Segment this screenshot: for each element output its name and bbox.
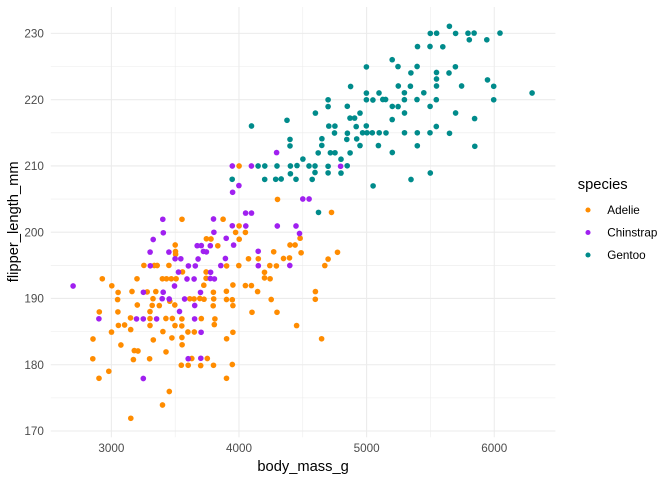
svg-text:230: 230	[24, 28, 44, 41]
svg-text:200: 200	[24, 226, 44, 239]
svg-text:4000: 4000	[226, 442, 253, 455]
svg-text:170: 170	[24, 425, 44, 438]
svg-text:6000: 6000	[481, 442, 508, 455]
svg-text:Adelie: Adelie	[607, 204, 640, 217]
svg-text:species: species	[578, 177, 628, 193]
svg-text:Gentoo: Gentoo	[607, 249, 646, 262]
svg-text:3000: 3000	[98, 442, 125, 455]
svg-text:flipper_length_mm: flipper_length_mm	[6, 161, 22, 282]
svg-text:190: 190	[24, 293, 44, 306]
svg-text:body_mass_g: body_mass_g	[257, 459, 348, 475]
svg-text:5000: 5000	[354, 442, 381, 455]
svg-text:180: 180	[24, 359, 44, 372]
svg-text:Chinstrap: Chinstrap	[607, 227, 658, 240]
svg-text:210: 210	[24, 160, 44, 173]
svg-text:220: 220	[24, 94, 44, 107]
